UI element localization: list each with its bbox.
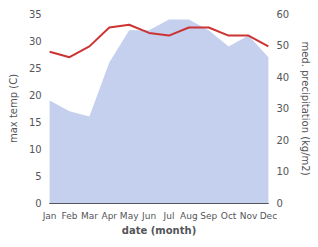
svg-text:10: 10 bbox=[276, 166, 289, 177]
svg-text:30: 30 bbox=[276, 103, 289, 114]
svg-text:35: 35 bbox=[29, 9, 42, 20]
svg-text:0: 0 bbox=[276, 198, 282, 209]
svg-text:med. precipitation (kg/m2): med. precipitation (kg/m2) bbox=[300, 41, 311, 175]
svg-text:Feb: Feb bbox=[62, 211, 78, 221]
svg-text:max temp (C): max temp (C) bbox=[8, 74, 19, 143]
svg-text:Jul: Jul bbox=[163, 211, 175, 221]
svg-text:Mar: Mar bbox=[81, 211, 98, 221]
svg-text:Jun: Jun bbox=[141, 211, 156, 221]
svg-text:Apr: Apr bbox=[101, 211, 117, 221]
svg-text:30: 30 bbox=[29, 36, 42, 47]
svg-text:May: May bbox=[120, 211, 139, 221]
svg-text:Sep: Sep bbox=[200, 211, 217, 221]
svg-text:60: 60 bbox=[276, 9, 289, 20]
svg-text:25: 25 bbox=[29, 63, 42, 74]
svg-text:0: 0 bbox=[35, 198, 41, 209]
svg-text:50: 50 bbox=[276, 40, 289, 51]
svg-text:10: 10 bbox=[29, 144, 42, 155]
svg-text:20: 20 bbox=[29, 90, 42, 101]
svg-text:Jan: Jan bbox=[42, 211, 57, 221]
svg-text:Nov: Nov bbox=[240, 211, 258, 221]
svg-text:Dec: Dec bbox=[260, 211, 277, 221]
svg-text:Aug: Aug bbox=[180, 211, 198, 221]
svg-text:40: 40 bbox=[276, 72, 289, 83]
svg-text:Oct: Oct bbox=[221, 211, 237, 221]
svg-text:15: 15 bbox=[29, 117, 42, 128]
svg-text:5: 5 bbox=[35, 171, 41, 182]
svg-text:20: 20 bbox=[276, 135, 289, 146]
svg-text:date (month): date (month) bbox=[122, 225, 196, 236]
